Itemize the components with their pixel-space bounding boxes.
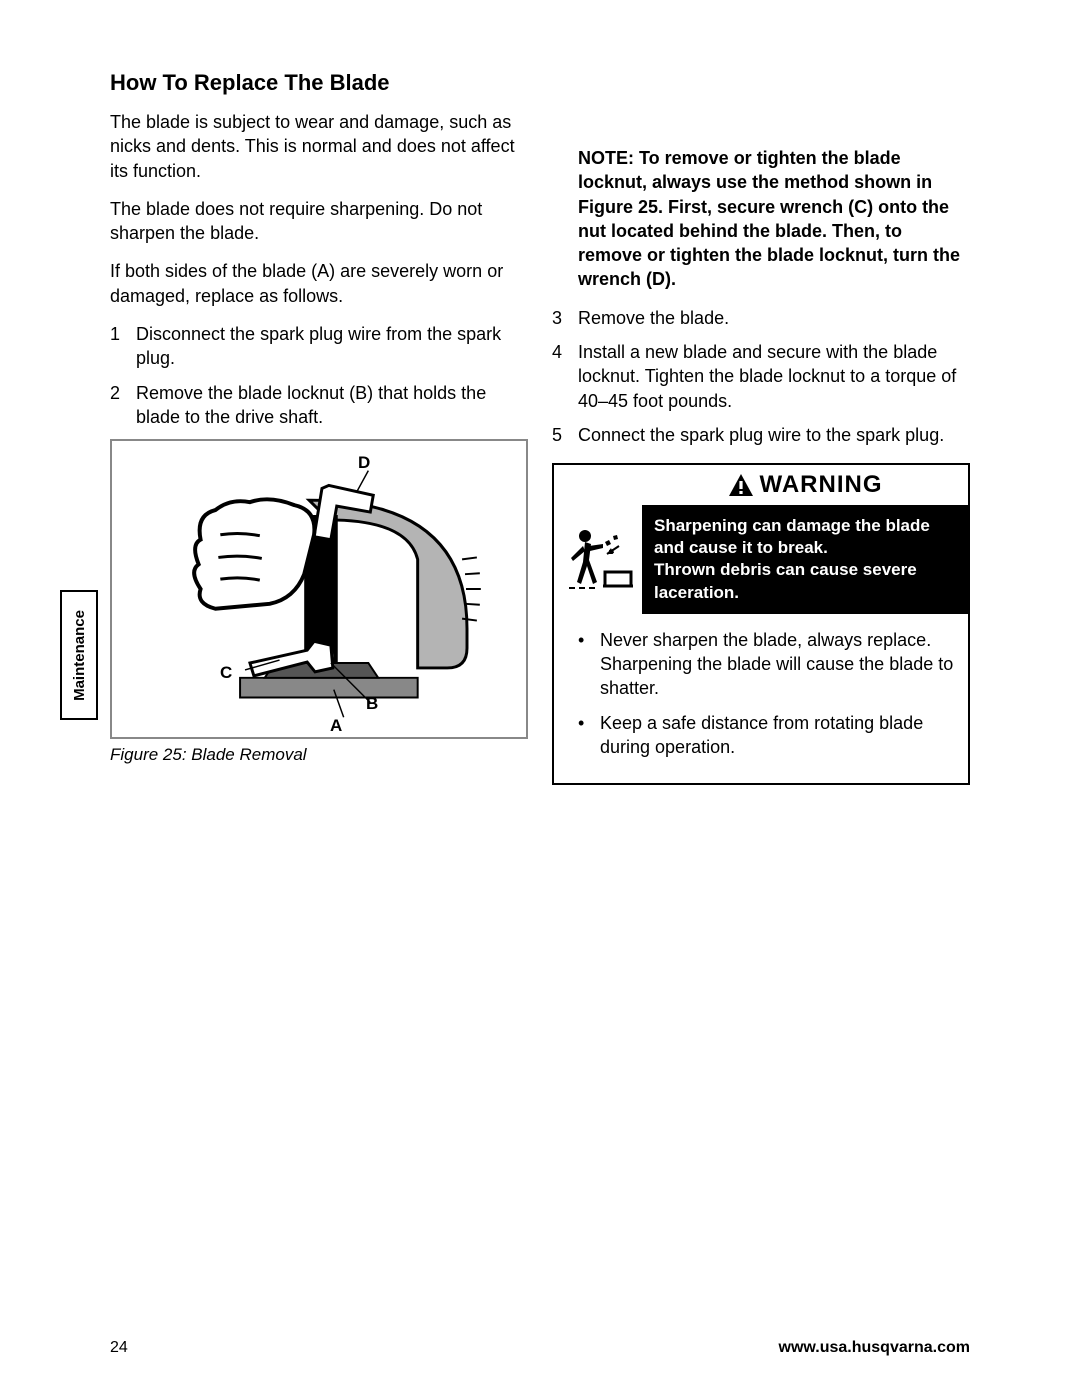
step-1: 1 Disconnect the spark plug wire from th… — [110, 322, 528, 371]
step-text: Install a new blade and secure with the … — [578, 340, 970, 413]
step-text: Remove the blade locknut (B) that holds … — [136, 381, 528, 430]
step-number: 5 — [552, 423, 578, 447]
warning-title: WARNING — [642, 465, 968, 505]
warning-bullet-text: Never sharpen the blade, always replace.… — [600, 628, 954, 701]
step-number: 1 — [110, 322, 136, 371]
left-column: The blade is subject to wear and damage,… — [110, 110, 528, 785]
intro-para-2: The blade does not require sharpening. D… — [110, 197, 528, 246]
intro-para-3: If both sides of the blade (A) are sever… — [110, 259, 528, 308]
step-text: Disconnect the spark plug wire from the … — [136, 322, 528, 371]
warning-hazard-row: Sharpening can damage the blade and caus… — [554, 505, 968, 613]
warning-bullet-1: • Never sharpen the blade, always replac… — [578, 628, 954, 701]
bullet-icon: • — [578, 711, 600, 760]
left-steps-list: 1 Disconnect the spark plug wire from th… — [110, 322, 528, 429]
warning-black-line-1: Sharpening can damage the blade and caus… — [654, 515, 956, 559]
section-title: How To Replace The Blade — [110, 70, 970, 96]
page-footer: 24 www.usa.husqvarna.com — [110, 1339, 970, 1357]
warning-title-text: WARNING — [760, 471, 883, 499]
figure-caption: Figure 25: Blade Removal — [110, 745, 528, 765]
step-5: 5 Connect the spark plug wire to the spa… — [552, 423, 970, 447]
warning-box: WARNING — [552, 463, 970, 785]
note-text: NOTE: To remove or tighten the blade loc… — [552, 146, 970, 292]
warning-black-line-2: Thrown debris can cause severe laceratio… — [654, 559, 956, 603]
step-text: Connect the spark plug wire to the spark… — [578, 423, 944, 447]
step-2: 2 Remove the blade locknut (B) that hold… — [110, 381, 528, 430]
warning-body: • Never sharpen the blade, always replac… — [554, 614, 968, 783]
warning-triangle-icon — [728, 473, 754, 497]
right-column: NOTE: To remove or tighten the blade loc… — [552, 110, 970, 785]
blade-removal-illustration — [112, 441, 526, 737]
footer-url: www.usa.husqvarna.com — [779, 1339, 970, 1357]
intro-para-1: The blade is subject to wear and damage,… — [110, 110, 528, 183]
warning-hazard-text: Sharpening can damage the blade and caus… — [642, 505, 968, 613]
step-3: 3 Remove the blade. — [552, 306, 970, 330]
bullet-icon: • — [578, 628, 600, 701]
thrown-debris-icon — [563, 524, 633, 594]
step-4: 4 Install a new blade and secure with th… — [552, 340, 970, 413]
figure-label-c: C — [220, 663, 232, 683]
warning-header: WARNING — [554, 465, 968, 505]
figure-label-d: D — [358, 453, 370, 473]
step-number: 4 — [552, 340, 578, 413]
figure-25: D C B A — [110, 439, 528, 739]
warning-pictogram-cell — [554, 505, 642, 613]
warning-header-spacer — [554, 465, 642, 505]
figure-label-b: B — [366, 694, 378, 714]
side-tab-label: Maintenance — [71, 610, 88, 701]
step-number: 2 — [110, 381, 136, 430]
figure-label-a: A — [330, 716, 342, 736]
page-number: 24 — [110, 1339, 128, 1357]
warning-bullet-2: • Keep a safe distance from rotating bla… — [578, 711, 954, 760]
right-steps-list: 3 Remove the blade. 4 Install a new blad… — [552, 306, 970, 447]
side-tab-maintenance: Maintenance — [60, 590, 98, 720]
two-column-layout: The blade is subject to wear and damage,… — [110, 110, 970, 785]
step-text: Remove the blade. — [578, 306, 729, 330]
step-number: 3 — [552, 306, 578, 330]
warning-bullet-text: Keep a safe distance from rotating blade… — [600, 711, 954, 760]
